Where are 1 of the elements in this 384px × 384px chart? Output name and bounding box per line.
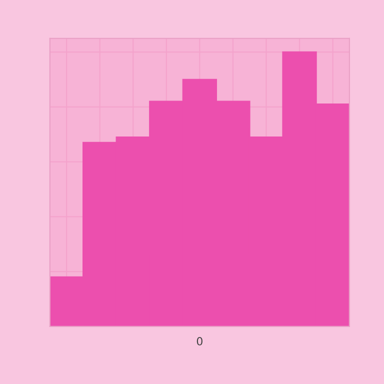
x-axis-title: 0 xyxy=(196,337,202,346)
